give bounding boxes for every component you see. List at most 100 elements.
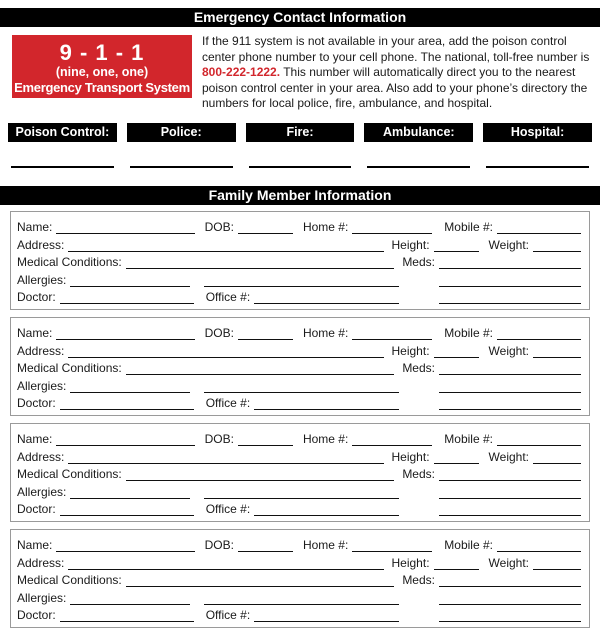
mobile-phone-label: Mobile #: bbox=[444, 538, 493, 553]
medical-conditions-label: Medical Conditions: bbox=[17, 255, 122, 270]
address-label: Address: bbox=[17, 237, 65, 252]
office-phone-label: Office #: bbox=[205, 502, 251, 517]
allergies-write-line bbox=[70, 594, 191, 605]
member-row-allergies: Allergies: bbox=[17, 481, 581, 499]
height-write-line bbox=[433, 559, 479, 570]
name-write-line bbox=[56, 435, 195, 447]
allergies-label: Allergies: bbox=[17, 378, 67, 393]
member-row-name: Name: DOB: Home #: Mobile #: bbox=[17, 429, 581, 447]
meds-label: Meds: bbox=[402, 255, 435, 270]
height-write-line bbox=[433, 347, 479, 358]
home-phone-label: Home #: bbox=[302, 432, 349, 447]
allergies-label: Allergies: bbox=[17, 484, 67, 499]
meds-extra-write-line-1 bbox=[439, 594, 581, 605]
address-write-line bbox=[68, 347, 384, 358]
mobile-phone-label: Mobile #: bbox=[444, 220, 493, 235]
family-member-card: Name: DOB: Home #: Mobile #: Address: He… bbox=[10, 316, 590, 416]
height-label: Height: bbox=[391, 343, 430, 358]
height-write-line bbox=[433, 241, 479, 252]
address-write-line bbox=[68, 453, 384, 464]
home-phone-label: Home #: bbox=[302, 220, 349, 235]
allergies-write-line bbox=[70, 276, 191, 287]
member-row-doctor: Doctor: Office #: bbox=[17, 605, 581, 623]
medical-conditions-label: Medical Conditions: bbox=[17, 573, 122, 588]
allergies-extra-write-line bbox=[204, 276, 399, 287]
doctor-label: Doctor: bbox=[17, 608, 56, 623]
badge-911-words: (nine, one, one) bbox=[55, 65, 149, 79]
office-phone-label: Office #: bbox=[205, 396, 251, 411]
dob-write-line bbox=[237, 223, 293, 235]
allergies-label: Allergies: bbox=[17, 272, 67, 287]
home-phone-label: Home #: bbox=[302, 326, 349, 341]
write-line-ambulance bbox=[367, 165, 471, 168]
office-phone-write-line bbox=[254, 399, 399, 411]
meds-write-line bbox=[439, 576, 581, 588]
name-label: Name: bbox=[17, 326, 53, 341]
member-row-allergies: Allergies: bbox=[17, 375, 581, 393]
member-row-name: Name: DOB: Home #: Mobile #: bbox=[17, 217, 581, 235]
meds-extra-write-line-2 bbox=[439, 505, 581, 517]
contact-label-hospital: Hospital: bbox=[483, 122, 592, 142]
mobile-phone-label: Mobile #: bbox=[444, 432, 493, 447]
family-member-card: Name: DOB: Home #: Mobile #: Address: He… bbox=[10, 422, 590, 522]
dob-label: DOB: bbox=[204, 538, 234, 553]
intro-paragraph-after: This number will automatically direct yo… bbox=[202, 65, 588, 111]
allergies-write-line bbox=[70, 382, 191, 393]
contact-label-police: Police: bbox=[126, 122, 236, 142]
home-phone-write-line bbox=[352, 541, 433, 553]
allergies-label: Allergies: bbox=[17, 590, 67, 605]
allergies-extra-write-line bbox=[204, 488, 399, 499]
meds-write-line bbox=[439, 258, 581, 270]
badge-911: 9 - 1 - 1 (nine, one, one) Emergency Tra… bbox=[12, 35, 192, 98]
office-phone-label: Office #: bbox=[205, 290, 251, 305]
doctor-write-line bbox=[59, 399, 194, 411]
allergies-write-line bbox=[70, 488, 191, 499]
weight-label: Weight: bbox=[488, 237, 529, 252]
member-row-allergies: Allergies: bbox=[17, 587, 581, 605]
family-member-card: Name: DOB: Home #: Mobile #: Address: He… bbox=[10, 210, 590, 310]
member-row-name: Name: DOB: Home #: Mobile #: bbox=[17, 323, 581, 341]
name-write-line bbox=[56, 329, 195, 341]
intro-paragraph: If the 911 system is not available in yo… bbox=[202, 33, 590, 112]
doctor-write-line bbox=[59, 293, 194, 305]
address-write-line bbox=[68, 241, 384, 252]
contact-label-poison-control: Poison Control: bbox=[8, 122, 117, 142]
intro-paragraph-before: If the 911 system is not available in yo… bbox=[202, 34, 590, 64]
meds-extra-write-line-2 bbox=[439, 293, 581, 305]
weight-write-line bbox=[533, 559, 581, 570]
height-write-line bbox=[433, 453, 479, 464]
name-label: Name: bbox=[17, 220, 53, 235]
weight-label: Weight: bbox=[488, 343, 529, 358]
weight-write-line bbox=[533, 453, 581, 464]
height-label: Height: bbox=[391, 237, 430, 252]
family-member-card: Name: DOB: Home #: Mobile #: Address: He… bbox=[10, 528, 590, 628]
home-phone-write-line bbox=[352, 223, 433, 235]
contact-label-ambulance: Ambulance: bbox=[364, 122, 474, 142]
member-row-medical: Medical Conditions: Meds: bbox=[17, 570, 581, 588]
poison-control-phone-number: 800-222-1222. bbox=[202, 65, 281, 80]
doctor-label: Doctor: bbox=[17, 396, 56, 411]
mobile-phone-write-line bbox=[497, 541, 581, 553]
meds-label: Meds: bbox=[402, 573, 435, 588]
dob-label: DOB: bbox=[204, 432, 234, 447]
section-title-family-member: Family Member Information bbox=[0, 185, 600, 205]
doctor-write-line bbox=[59, 505, 194, 517]
badge-911-number: 9 - 1 - 1 bbox=[59, 40, 145, 65]
meds-extra-write-line-2 bbox=[439, 611, 581, 623]
member-row-address: Address: Height: Weight: bbox=[17, 340, 581, 358]
height-label: Height: bbox=[391, 449, 430, 464]
allergies-extra-write-line bbox=[204, 594, 399, 605]
medical-conditions-label: Medical Conditions: bbox=[17, 467, 122, 482]
office-phone-write-line bbox=[254, 611, 399, 623]
write-line-poison-control bbox=[11, 165, 114, 168]
address-label: Address: bbox=[17, 343, 65, 358]
home-phone-write-line bbox=[352, 435, 433, 447]
section-title-emergency-contact: Emergency Contact Information bbox=[0, 8, 600, 27]
member-row-name: Name: DOB: Home #: Mobile #: bbox=[17, 535, 581, 553]
address-label: Address: bbox=[17, 555, 65, 570]
medical-conditions-write-line bbox=[125, 258, 395, 270]
member-row-address: Address: Height: Weight: bbox=[17, 234, 581, 252]
medical-conditions-write-line bbox=[125, 576, 395, 588]
meds-write-line bbox=[439, 470, 581, 482]
medical-conditions-write-line bbox=[125, 470, 395, 482]
